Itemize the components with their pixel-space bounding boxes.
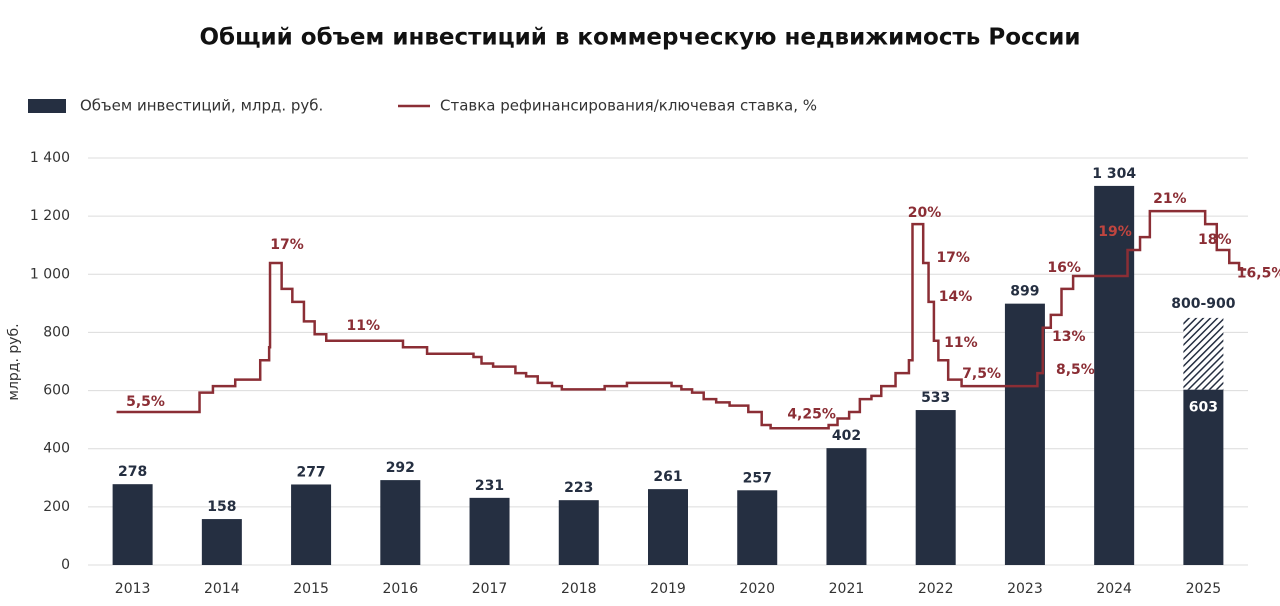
x-tick-label: 2017 xyxy=(472,581,508,597)
rate-label: 17% xyxy=(270,237,304,253)
bar-value-label: 257 xyxy=(743,470,772,486)
bar xyxy=(915,410,956,565)
rate-label: 5,5% xyxy=(126,394,165,410)
x-tick-label: 2013 xyxy=(115,581,151,597)
rate-label: 13% xyxy=(1052,329,1086,345)
forecast-label: 800-900 xyxy=(1171,296,1236,312)
bar xyxy=(1094,185,1135,565)
rate-label: 8,5% xyxy=(1056,362,1095,378)
bar xyxy=(1183,389,1224,565)
rate-label: 14% xyxy=(939,289,973,305)
y-tick-label: 400 xyxy=(43,441,70,457)
bar-value-label: 277 xyxy=(296,464,325,480)
legend-label: Ставка рефинансирования/ключевая ставка,… xyxy=(440,97,817,115)
rate-label: 11% xyxy=(346,318,380,334)
rate-label: 20% xyxy=(908,205,942,221)
bar xyxy=(558,500,599,565)
y-tick-label: 600 xyxy=(43,383,70,399)
rate-label: 17% xyxy=(936,250,970,266)
bar-value-label: 158 xyxy=(207,499,236,515)
rate-label: 11% xyxy=(944,335,978,351)
y-tick-label: 1 400 xyxy=(30,150,70,166)
bar-value-label: 231 xyxy=(475,478,504,494)
x-tick-label: 2021 xyxy=(829,581,865,597)
bar xyxy=(648,489,688,565)
y-axis-label: млрд. руб. xyxy=(6,323,22,400)
bar xyxy=(380,480,421,565)
bar xyxy=(201,519,242,565)
bar xyxy=(737,490,778,565)
bar xyxy=(826,448,867,565)
y-tick-label: 800 xyxy=(43,324,70,340)
y-tick-label: 0 xyxy=(61,557,70,573)
bar-value-label: 223 xyxy=(564,480,593,496)
bar-value-label: 603 xyxy=(1189,400,1218,416)
x-tick-label: 2020 xyxy=(739,581,775,597)
bar-value-label: 1 304 xyxy=(1092,166,1136,182)
x-tick-label: 2022 xyxy=(918,581,954,597)
rate-label: 21% xyxy=(1153,191,1187,207)
x-tick-label: 2016 xyxy=(382,581,418,597)
rate-label: 18% xyxy=(1198,232,1232,248)
bar xyxy=(469,497,510,565)
rate-label: 7,5% xyxy=(962,366,1001,382)
x-tick-label: 2024 xyxy=(1096,581,1132,597)
x-tick-label: 2015 xyxy=(293,581,329,597)
legend-swatch xyxy=(28,99,66,113)
x-tick-label: 2018 xyxy=(561,581,597,597)
bar-value-label: 402 xyxy=(832,428,861,444)
rate-label: 19% xyxy=(1098,224,1132,240)
x-tick-label: 2023 xyxy=(1007,581,1043,597)
forecast-range xyxy=(1183,317,1224,390)
y-tick-label: 1 200 xyxy=(30,208,70,224)
bar-value-label: 533 xyxy=(921,390,950,406)
bar-value-label: 278 xyxy=(118,464,147,480)
x-tick-label: 2014 xyxy=(204,581,240,597)
rate-label: 16% xyxy=(1047,260,1081,276)
rate-line xyxy=(116,209,1247,430)
chart-title: Общий объем инвестиций в коммерческую не… xyxy=(200,25,1081,51)
y-tick-label: 1 000 xyxy=(30,266,70,282)
bar xyxy=(291,484,332,565)
x-tick-label: 2019 xyxy=(650,581,686,597)
bar xyxy=(112,484,153,565)
bar-value-label: 899 xyxy=(1010,284,1039,300)
x-tick-label: 2025 xyxy=(1186,581,1222,597)
rate-label: 4,25% xyxy=(787,406,836,422)
bar xyxy=(1004,303,1045,565)
bar-value-label: 292 xyxy=(386,460,415,476)
y-tick-label: 200 xyxy=(43,499,70,515)
legend-label: Объем инвестиций, млрд. руб. xyxy=(80,97,323,115)
rate-label: 16,5% xyxy=(1237,265,1280,281)
bar-value-label: 261 xyxy=(653,469,682,485)
